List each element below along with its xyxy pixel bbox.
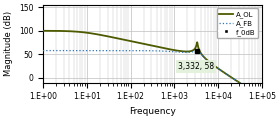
Text: 3,332, 58: 3,332, 58 xyxy=(178,62,214,71)
Legend: A_OL, A_FB, f_0dB: A_OL, A_FB, f_0dB xyxy=(216,8,258,38)
X-axis label: Frequency: Frequency xyxy=(129,107,176,116)
Y-axis label: Magnitude (dB): Magnitude (dB) xyxy=(4,11,13,76)
